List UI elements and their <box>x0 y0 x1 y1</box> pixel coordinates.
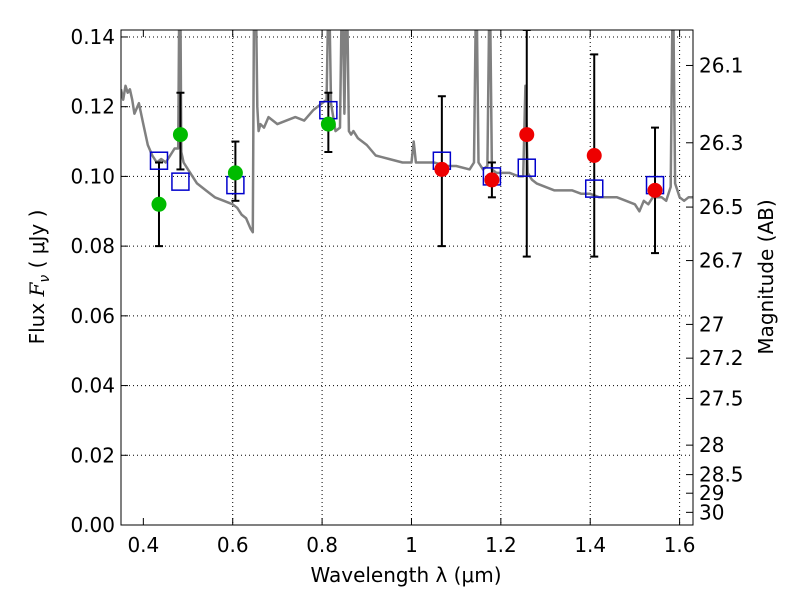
grid <box>121 30 693 525</box>
mag-tick-label: 27 <box>699 312 724 336</box>
optical-point <box>151 196 167 212</box>
infrared-point <box>519 127 535 143</box>
tick-labels: 0.4 0.6 0.8 1 1.2 1.4 1.6 0.00 0.02 0.04 0.06 0.08 0… <box>70 25 743 557</box>
ticks <box>121 30 693 526</box>
data-layer <box>121 30 693 258</box>
y-tick-label: 0.06 <box>70 304 115 328</box>
mag-tick-label: 30 <box>699 500 724 524</box>
optical-point <box>320 116 336 132</box>
y-axis-title: Flux Fν ( μJy ) <box>25 210 53 345</box>
y-tick-label: 0.14 <box>70 25 115 49</box>
y2-axis-title: Magnitude (AB) <box>754 199 778 354</box>
y-tick-label: 0.00 <box>70 513 115 537</box>
infrared-point <box>586 147 602 163</box>
infrared-point <box>434 161 450 177</box>
x-tick-label: 1 <box>405 533 418 557</box>
plot-frame <box>120 29 694 526</box>
model-square <box>171 172 190 191</box>
infrared-point <box>647 182 663 198</box>
x-axis-title: Wavelength λ (μm) <box>310 563 501 587</box>
plot-background <box>121 30 693 525</box>
mag-tick-label: 26.5 <box>699 195 744 219</box>
mag-tick-label: 27.5 <box>699 386 744 410</box>
model-square <box>149 151 169 170</box>
y-axis-title-prefix: Flux <box>25 296 49 344</box>
x-tick-label: 1.2 <box>485 533 517 557</box>
model-square <box>584 179 604 198</box>
y-tick-label: 0.02 <box>70 443 115 467</box>
x-tick-label: 0.8 <box>306 533 338 557</box>
y-axis-title-symbol: F <box>25 281 49 297</box>
y-axis-title-unit: ( μJy ) <box>25 210 49 275</box>
x-tick-label: 1.6 <box>664 533 696 557</box>
mag-tick-label: 26.1 <box>699 53 744 77</box>
y-tick-label: 0.10 <box>70 164 115 188</box>
optical-point <box>172 127 188 143</box>
y-tick-label: 0.08 <box>70 234 115 258</box>
x-tick-label: 0.4 <box>127 533 159 557</box>
template-spectrum-line <box>121 30 693 234</box>
x-tick-label: 0.6 <box>217 533 249 557</box>
infrared-point <box>484 172 500 188</box>
mag-tick-label: 28.5 <box>699 463 744 487</box>
y-tick-label: 0.12 <box>70 95 115 119</box>
mag-tick-label: 26.3 <box>699 131 744 155</box>
optical-point <box>227 165 243 181</box>
mag-tick-label: 26.7 <box>699 249 744 273</box>
x-tick-label: 1.4 <box>574 533 606 557</box>
mag-tick-label: 29 <box>699 481 724 505</box>
y-axis-title-subscript: ν <box>37 275 53 283</box>
model-square <box>517 158 537 177</box>
mag-tick-label: 27.2 <box>699 346 744 370</box>
y-tick-label: 0.04 <box>70 374 115 398</box>
mag-tick-label: 28 <box>699 433 724 457</box>
